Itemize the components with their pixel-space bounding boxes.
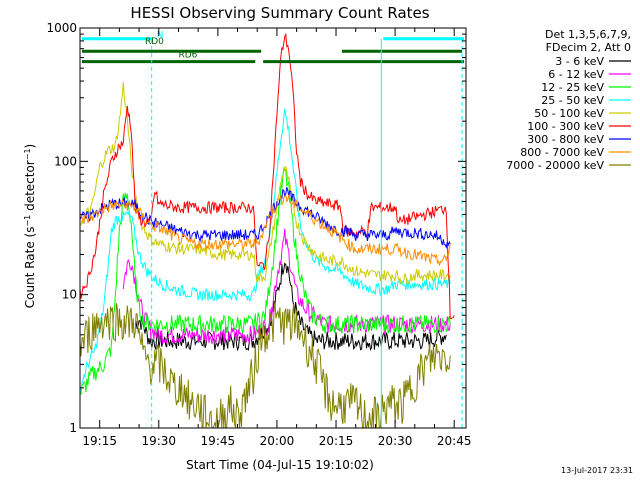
series-line: [80, 166, 451, 395]
x-tick-label: 20:30: [378, 434, 413, 448]
plot-area: RD0 RD6 N: [80, 30, 465, 428]
legend-header-line-2: FDecim 2, Att 0: [546, 41, 631, 54]
legend-label: 3 - 6 keV: [555, 55, 604, 68]
legend-label: 300 - 800 keV: [527, 133, 604, 146]
x-tick-label: 19:15: [82, 434, 117, 448]
series-line: [80, 82, 451, 285]
y-tick-label: 10: [62, 288, 77, 302]
series-line: [134, 262, 447, 352]
series-line: [80, 194, 451, 266]
legend-label: 12 - 25 keV: [541, 81, 604, 94]
legend-label: 50 - 100 keV: [534, 107, 604, 120]
x-axis-label: Start Time (04-Jul-15 19:10:02): [186, 458, 374, 472]
series-line: [80, 301, 451, 428]
annotation-label: N: [157, 30, 164, 40]
x-tick-label: 19:45: [201, 434, 236, 448]
legend: Det 1,3,5,6,7,9, FDecim 2, Att 0 3 - 6 k…: [506, 28, 631, 172]
axes-frame: [79, 27, 467, 429]
annotation-label: RD0: [145, 37, 164, 47]
legend-label: 25 - 50 keV: [541, 94, 604, 107]
legend-label: 800 - 7000 keV: [520, 146, 604, 159]
y-tick-label: 1: [69, 421, 77, 435]
x-tick-label: 20:45: [437, 434, 472, 448]
annotation-label: RD6: [178, 51, 197, 61]
legend-header-line-1: Det 1,3,5,6,7,9,: [545, 28, 631, 41]
plot-inner: RD0 RD6 N: [80, 30, 465, 428]
legend-label: 7000 - 20000 keV: [506, 159, 604, 172]
x-tick-label: 20:15: [319, 434, 354, 448]
x-tick-label: 20:00: [260, 434, 295, 448]
legend-label: 100 - 300 keV: [527, 120, 604, 133]
chart-title: HESSI Observing Summary Count Rates: [130, 4, 429, 22]
legend-label: 6 - 12 keV: [548, 68, 604, 81]
axes: 19:15 19:30 19:45 20:00 20:15 20:30 20:45 1 10 10…: [46, 21, 471, 448]
series-line: [80, 33, 455, 320]
x-tick-label: 19:30: [141, 434, 176, 448]
timestamp: 13-Jul-2017 23:31: [561, 466, 633, 475]
series-line: [80, 108, 451, 391]
y-tick-label: 1000: [46, 21, 77, 35]
y-tick-label: 100: [54, 154, 77, 168]
y-axis-label: Count Rate (s−1 detector−1): [23, 144, 38, 308]
